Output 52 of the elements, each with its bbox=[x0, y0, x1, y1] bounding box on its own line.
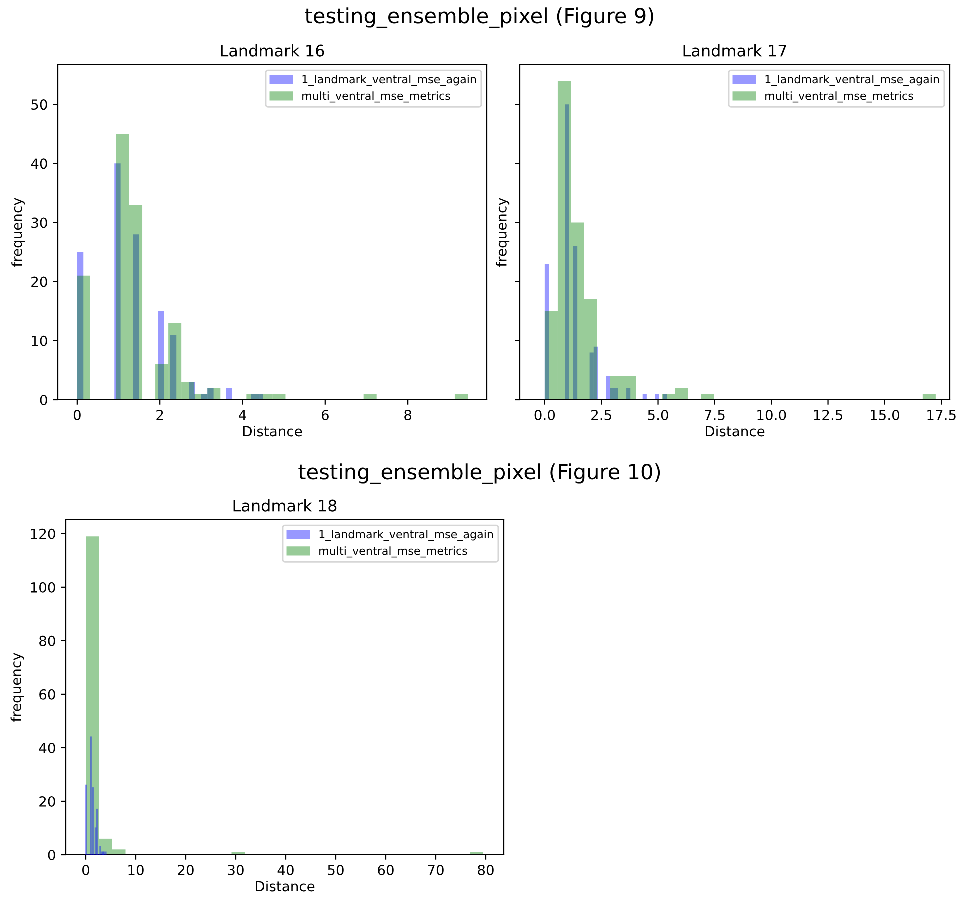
y-axis-title: frequency bbox=[12, 198, 26, 268]
x-tick-label: 8 bbox=[404, 410, 412, 420]
y-tick-label: 20 bbox=[32, 276, 48, 288]
x-tick-label: 50 bbox=[328, 864, 344, 876]
y-tick-label: 30 bbox=[32, 218, 48, 228]
x-tick-label: 4 bbox=[239, 410, 246, 420]
x-tick-label: 0 bbox=[74, 410, 81, 420]
x-axis-title: Distance bbox=[706, 426, 765, 437]
chart-title: Landmark 17 bbox=[684, 44, 786, 57]
x-tick-label: 7.5 bbox=[705, 410, 725, 420]
text: testing_ensemble_pixel (Figure 9) bbox=[305, 8, 654, 28]
chart-title: Landmark 18 bbox=[234, 500, 337, 512]
y-tick-label: 100 bbox=[31, 582, 56, 593]
x-tick-label: 20 bbox=[178, 864, 194, 876]
legend-label: 1_landmark_ventral_mse_again bbox=[766, 75, 940, 86]
x-tick-label: 0.0 bbox=[534, 410, 556, 420]
y-tick-label: 50 bbox=[32, 100, 48, 110]
x-tick-label: 40 bbox=[278, 864, 294, 876]
x-tick-label: 17.5 bbox=[928, 410, 956, 420]
x-tick-label: 0 bbox=[82, 864, 90, 876]
x-tick-label: 5.0 bbox=[648, 410, 668, 420]
y-axis-title: frequency bbox=[10, 653, 24, 722]
x-tick-label: 12.5 bbox=[814, 410, 843, 420]
legend-label: 1_landmark_ventral_mse_again bbox=[302, 75, 476, 86]
y-tick-label: 40 bbox=[39, 742, 56, 754]
y-tick-label: 20 bbox=[40, 796, 56, 807]
x-tick-label: 15.0 bbox=[871, 410, 900, 420]
x-tick-label: 30 bbox=[228, 864, 244, 876]
legend-label: multi_ventral_mse_metrics bbox=[302, 92, 450, 103]
x-tick-label: 2 bbox=[156, 410, 164, 420]
legend-label: 1_landmark_ventral_mse_again bbox=[320, 530, 494, 542]
y-tick-label: 0 bbox=[40, 394, 48, 406]
legend-label: multi_ventral_mse_metrics bbox=[320, 546, 468, 558]
y-axis-title: frequency bbox=[496, 198, 510, 268]
y-tick-label: 0 bbox=[48, 850, 56, 860]
x-axis-title: Distance bbox=[244, 426, 302, 437]
y-tick-label: 80 bbox=[40, 636, 56, 646]
y-tick-label: 40 bbox=[31, 158, 48, 170]
legend-label: multi_ventral_mse_metrics bbox=[766, 92, 914, 103]
y-tick-label: 120 bbox=[31, 528, 56, 540]
x-axis-title: Distance bbox=[256, 880, 315, 892]
x-tick-label: 70 bbox=[428, 864, 444, 876]
x-tick-label: 2.5 bbox=[592, 410, 612, 420]
x-tick-label: 60 bbox=[378, 864, 394, 876]
y-tick-label: 60 bbox=[40, 689, 56, 700]
x-tick-label: 10.0 bbox=[758, 410, 786, 420]
text: testing_ensemble_pixel (Figure 10) bbox=[298, 464, 660, 484]
x-tick-label: 6 bbox=[322, 410, 329, 420]
x-tick-label: 80 bbox=[478, 864, 494, 876]
y-tick-label: 10 bbox=[32, 336, 48, 346]
x-tick-label: 10 bbox=[128, 864, 144, 876]
chart-title: Landmark 16 bbox=[221, 44, 324, 57]
